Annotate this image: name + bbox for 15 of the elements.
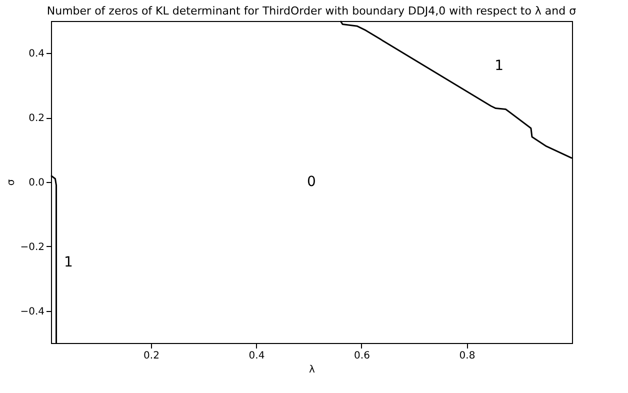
y-tick-label: 0.2 bbox=[28, 113, 44, 124]
x-tick-label: 0.2 bbox=[144, 350, 160, 362]
annotation: 0 bbox=[307, 174, 316, 190]
y-tick-label: 0.4 bbox=[28, 48, 44, 60]
x-tick-label: 0.6 bbox=[354, 350, 370, 362]
y-tick-label: 0.0 bbox=[28, 178, 44, 188]
x-tick-label: 0.4 bbox=[248, 350, 265, 362]
y-axis-title: σ bbox=[6, 178, 18, 186]
annotation: 1 bbox=[64, 254, 73, 270]
x-axis-title: λ bbox=[309, 364, 316, 376]
x-tick-label: 0.8 bbox=[459, 350, 476, 362]
chart-title: Number of zeros of KL determinant for ThirdOrder with boundary DDJ4,0 with respect to λ and σ bbox=[46, 4, 576, 18]
y-tick-label: −0.4 bbox=[20, 306, 44, 318]
y-tick-label: −0.2 bbox=[20, 242, 44, 253]
annotation: 1 bbox=[494, 58, 504, 74]
